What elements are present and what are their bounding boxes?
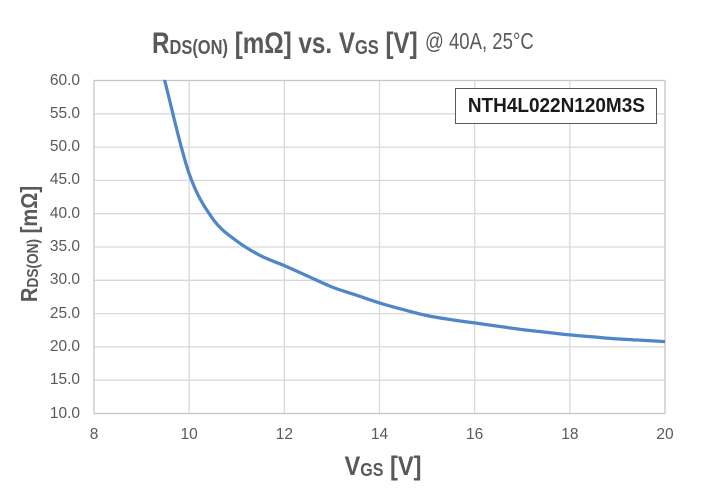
- x-axis-symbol: V: [344, 450, 360, 481]
- y-tick-label-60.0: 60.0: [49, 71, 80, 89]
- y-tick-label-35.0: 35.0: [49, 238, 80, 255]
- x-tick-label-18: 18: [561, 425, 579, 443]
- y-tick-label-40.0: 40.0: [49, 204, 80, 222]
- title-main: RDS(ON) [mΩ] vs. VGS [V]: [152, 27, 418, 60]
- title-middle: [mΩ] vs.: [227, 26, 339, 60]
- x-tick-label-14: 14: [370, 425, 389, 443]
- title-r-symbol: R: [152, 26, 170, 60]
- series-label-text: NTH4L022N120M3S: [467, 94, 645, 117]
- y-tick-label-50.0: 50.0: [49, 138, 80, 156]
- title-conditions: @ 40A, 25°C: [424, 28, 534, 54]
- y-tick-label-15.0: 15.0: [49, 371, 80, 389]
- x-tick-label-8: 8: [89, 425, 99, 443]
- series-curve: [162, 79, 665, 344]
- y-tick-label-20.0: 20.0: [49, 337, 80, 355]
- y-tick-label-10.0: 10.0: [49, 404, 80, 422]
- x-tick-label-20: 20: [656, 425, 674, 443]
- x-tick-label-10: 10: [180, 425, 198, 443]
- y-tick-label-55.0: 55.0: [49, 104, 80, 122]
- x-tick-label-12: 12: [275, 425, 293, 443]
- x-axis-unit: [V]: [382, 450, 421, 481]
- y-tick-label-30.0: 30.0: [49, 271, 80, 289]
- title-v-symbol: V: [338, 26, 355, 60]
- gridlines: [94, 80, 665, 414]
- series-label-box: NTH4L022N120M3S: [455, 88, 657, 124]
- x-axis-subscript: GS: [359, 459, 383, 480]
- plot-border: [93, 79, 666, 415]
- chart-title: RDS(ON) [mΩ] vs. VGS [V] @ 40A, 25°C: [152, 26, 625, 64]
- title-text: RDS(ON) [mΩ] vs. VGS [V] @ 40A, 25°C: [152, 26, 534, 64]
- title-r-subscript: DS(ON): [169, 36, 228, 59]
- x-tick-label-16: 16: [466, 425, 484, 443]
- title-end: [V]: [378, 26, 418, 60]
- x-axis-title-text: VGS [V]: [344, 451, 421, 482]
- title-v-subscript: GS: [354, 36, 379, 59]
- y-tick-label-45.0: 45.0: [49, 171, 80, 189]
- y-tick-label-25.0: 25.0: [49, 304, 80, 322]
